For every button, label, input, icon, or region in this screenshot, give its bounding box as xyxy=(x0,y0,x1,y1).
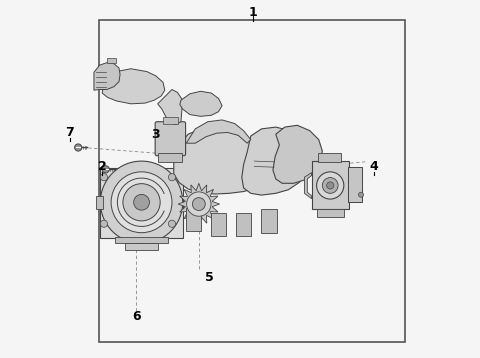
Circle shape xyxy=(74,144,82,151)
Bar xyxy=(186,208,201,231)
Text: 2: 2 xyxy=(98,160,107,173)
Polygon shape xyxy=(186,120,251,143)
Bar xyxy=(211,213,227,236)
Circle shape xyxy=(100,174,108,181)
Bar xyxy=(348,167,362,202)
Bar xyxy=(318,153,341,162)
Text: 6: 6 xyxy=(132,310,141,323)
Polygon shape xyxy=(304,173,312,199)
Circle shape xyxy=(168,174,176,181)
Circle shape xyxy=(317,172,344,199)
Polygon shape xyxy=(157,90,183,125)
Polygon shape xyxy=(178,183,219,225)
Circle shape xyxy=(323,178,338,193)
Circle shape xyxy=(326,182,334,189)
Circle shape xyxy=(168,220,176,227)
Bar xyxy=(98,20,405,342)
Polygon shape xyxy=(180,91,222,116)
Bar xyxy=(158,153,181,162)
Bar xyxy=(96,196,103,209)
Polygon shape xyxy=(102,69,165,104)
Text: 5: 5 xyxy=(205,271,214,284)
Text: 4: 4 xyxy=(370,160,379,173)
Circle shape xyxy=(192,198,205,211)
Bar xyxy=(107,58,116,63)
Bar xyxy=(312,161,349,209)
Text: 7: 7 xyxy=(66,126,74,139)
Bar xyxy=(115,237,168,243)
Bar xyxy=(100,168,183,238)
Bar xyxy=(262,209,276,233)
Circle shape xyxy=(123,184,160,221)
Bar xyxy=(317,209,344,217)
Text: 3: 3 xyxy=(152,128,160,141)
Circle shape xyxy=(102,166,109,173)
Bar xyxy=(125,243,157,250)
Bar xyxy=(163,117,178,124)
Polygon shape xyxy=(174,127,276,194)
Circle shape xyxy=(187,192,211,216)
Circle shape xyxy=(359,192,363,197)
Polygon shape xyxy=(94,63,120,90)
Text: 1: 1 xyxy=(248,6,257,19)
Bar xyxy=(237,213,252,236)
Circle shape xyxy=(111,172,172,233)
Circle shape xyxy=(133,194,149,210)
Circle shape xyxy=(100,161,183,243)
Polygon shape xyxy=(273,125,323,183)
Polygon shape xyxy=(242,127,310,195)
FancyBboxPatch shape xyxy=(155,122,186,156)
Circle shape xyxy=(100,220,108,227)
